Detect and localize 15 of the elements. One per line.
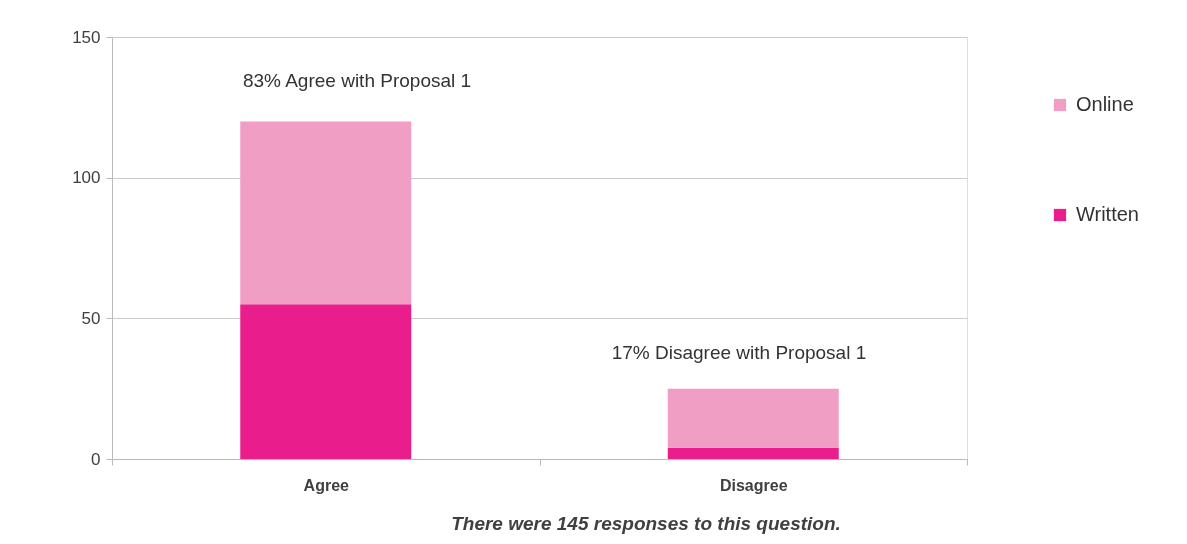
bar — [240, 121, 412, 305]
annotation: 17% Disagree with Proposal 1 — [611, 342, 867, 363]
legend-label: Written — [1076, 203, 1139, 225]
y-tick-label: 100 — [72, 168, 101, 188]
x-tick-label: Disagree — [719, 476, 788, 494]
y-tick-label: 50 — [81, 308, 101, 328]
text: There were 145 responses to this question. — [451, 513, 841, 534]
annotation: 83% Agree with Proposal 1 — [242, 70, 472, 91]
bar — [667, 447, 839, 459]
x-tick-label: Agree — [303, 476, 350, 494]
y-tick-label: 150 — [72, 27, 101, 47]
y-tick-label: 0 — [91, 449, 101, 469]
bar — [667, 388, 839, 448]
bar — [240, 304, 412, 459]
legend-label: Online — [1076, 93, 1134, 115]
